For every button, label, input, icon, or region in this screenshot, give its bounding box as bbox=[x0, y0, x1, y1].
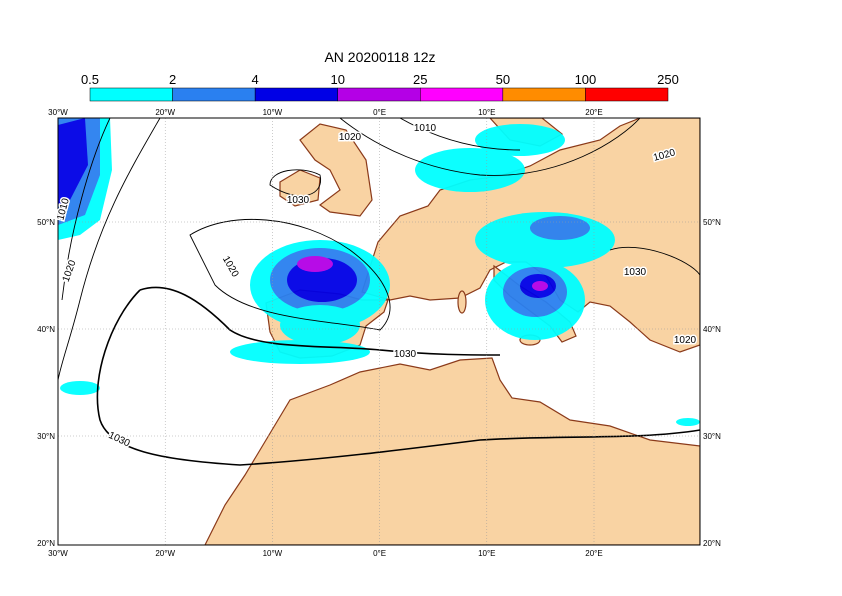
title: AN 20200118 12z bbox=[324, 49, 435, 65]
lat-label: 40°N bbox=[703, 325, 721, 334]
isobar bbox=[61, 118, 111, 301]
lon-label: 20°E bbox=[585, 549, 602, 558]
colorbar-swatch bbox=[172, 87, 256, 102]
isobar bbox=[339, 118, 641, 176]
lat-label: 40°N bbox=[37, 325, 55, 334]
isobar-label: 1030 bbox=[287, 195, 310, 206]
great-britain bbox=[299, 123, 373, 217]
map-frame bbox=[57, 117, 701, 546]
colorbar: 0.5 2 4 10 25 50 100 250 bbox=[81, 72, 679, 102]
lat-label: 30°N bbox=[37, 432, 55, 441]
lon-label: 30°W bbox=[48, 549, 68, 558]
lon-label: 20°W bbox=[155, 108, 175, 117]
colorbar-swatch bbox=[337, 87, 421, 102]
axis-labels: 30°W 30°W 20°W 20°W 10°W 10°W 0°E 0°E 10°E 10°E 20… bbox=[37, 108, 721, 558]
lon-label: 10°W bbox=[263, 549, 283, 558]
lat-label: 30°N bbox=[703, 432, 721, 441]
map-content bbox=[58, 118, 700, 545]
lat-label: 20°N bbox=[37, 539, 55, 548]
lon-label: 10°E bbox=[478, 549, 495, 558]
lon-label: 20°E bbox=[585, 108, 602, 117]
colorbar-label: 2 bbox=[169, 72, 176, 87]
sardinia bbox=[457, 290, 467, 314]
isobar bbox=[609, 246, 700, 276]
colorbar-label: 250 bbox=[657, 72, 679, 87]
graticule bbox=[58, 118, 700, 545]
colorbar-swatch bbox=[502, 87, 586, 102]
lat-label: 50°N bbox=[703, 218, 721, 227]
lon-label: 10°E bbox=[478, 108, 495, 117]
colorbar-label: 100 bbox=[575, 72, 597, 87]
lon-label: 0°E bbox=[373, 108, 386, 117]
precipitation bbox=[58, 118, 700, 426]
isobar-label: 1010 bbox=[414, 123, 437, 134]
africa bbox=[204, 357, 700, 545]
lat-label: 50°N bbox=[37, 218, 55, 227]
lon-label: 20°W bbox=[155, 549, 175, 558]
isobar bbox=[96, 286, 700, 466]
colorbar-label: 4 bbox=[252, 72, 259, 87]
colorbar-label: 50 bbox=[496, 72, 510, 87]
lat-label: 20°N bbox=[703, 539, 721, 548]
colorbar-swatch bbox=[585, 87, 669, 102]
colorbar-label: 25 bbox=[413, 72, 427, 87]
isobar bbox=[189, 218, 391, 331]
isobar-label: 1030 bbox=[394, 349, 417, 360]
isobar-label: 1030 bbox=[624, 267, 647, 278]
lon-label: 10°W bbox=[263, 108, 283, 117]
colorbar-swatch bbox=[254, 87, 338, 102]
isobar-label: 1020 bbox=[674, 335, 697, 346]
isobar bbox=[269, 169, 322, 197]
colorbar-swatch bbox=[89, 87, 173, 102]
colorbar-label: 10 bbox=[330, 72, 344, 87]
isobar bbox=[399, 118, 521, 151]
lon-label: 0°E bbox=[373, 549, 386, 558]
colorbar-label: 0.5 bbox=[81, 72, 99, 87]
colorbar-swatch bbox=[420, 87, 504, 102]
isobar-label: 1020 bbox=[339, 132, 362, 143]
lon-label: 30°W bbox=[48, 108, 68, 117]
isobar bbox=[58, 118, 161, 381]
